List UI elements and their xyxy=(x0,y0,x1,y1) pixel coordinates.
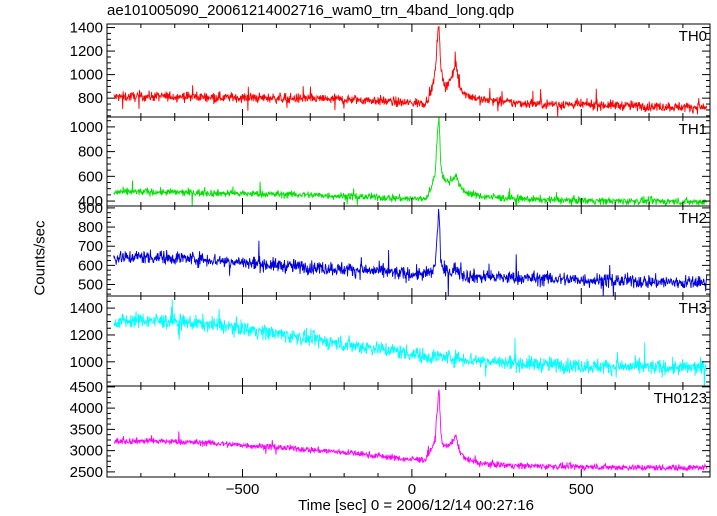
y-tick-label: 1200 xyxy=(70,327,103,344)
panel-label-th1: TH1 xyxy=(679,121,707,138)
chart-title: ae101005090_20061214002716_wam0_trn_4ban… xyxy=(107,2,515,19)
panel-th1: 400 600 800 1000 TH1 xyxy=(70,116,711,210)
y-tick-label: 3000 xyxy=(70,443,103,460)
x-tick-label: 0 xyxy=(408,481,416,498)
x-tick-label: 500 xyxy=(569,481,594,498)
panel-label-th0: TH0 xyxy=(679,28,707,45)
panel-frame xyxy=(106,385,711,478)
y-tick-label: 1200 xyxy=(70,43,103,60)
panel-th3: 1000 1200 1400 TH3 xyxy=(70,295,711,387)
y-tick-label: 500 xyxy=(78,277,103,294)
series-line-th1 xyxy=(113,117,708,206)
y-tick-label: 1000 xyxy=(70,67,103,84)
panel-label-th0123: TH0123 xyxy=(654,390,707,407)
series-line-th0123 xyxy=(113,389,708,472)
y-tick-label: 3500 xyxy=(70,421,103,438)
y-tick-label: 400 xyxy=(78,193,103,210)
series-line-th3 xyxy=(113,299,708,386)
y-tick-label: 4000 xyxy=(70,400,103,417)
panel-th0: 800 1000 1200 1400 TH0 xyxy=(70,20,711,118)
y-tick-label: 800 xyxy=(78,144,103,161)
y-tick-label: 700 xyxy=(78,238,103,255)
panel-frame xyxy=(106,295,711,387)
panel-th0123: 2500 3000 3500 4000 4500 TH0123 xyxy=(70,379,711,481)
x-tick-label: −500 xyxy=(226,481,260,498)
panel-th2: 500 600 700 800 900 TH2 xyxy=(78,200,711,297)
series-line-th0 xyxy=(113,25,708,117)
y-tick-label: 1000 xyxy=(70,354,103,371)
y-tick-label: 1400 xyxy=(70,20,103,37)
y-tick-label: 1000 xyxy=(70,119,103,136)
y-tick-label: 2500 xyxy=(70,464,103,481)
y-tick-label: 900 xyxy=(78,200,103,217)
y-tick-label: 4500 xyxy=(70,379,103,396)
series-line-th2 xyxy=(113,208,708,296)
y-tick-label: 1400 xyxy=(70,300,103,317)
y-tick-label: 600 xyxy=(78,168,103,185)
y-tick-label: 800 xyxy=(78,90,103,107)
panel-label-th2: TH2 xyxy=(679,210,707,227)
x-axis-label: Time [sec] 0 = 2006/12/14 00:27:16 xyxy=(298,497,534,514)
panel-label-th3: TH3 xyxy=(679,300,707,317)
y-tick-label: 800 xyxy=(78,219,103,236)
y-tick-label: 600 xyxy=(78,257,103,274)
